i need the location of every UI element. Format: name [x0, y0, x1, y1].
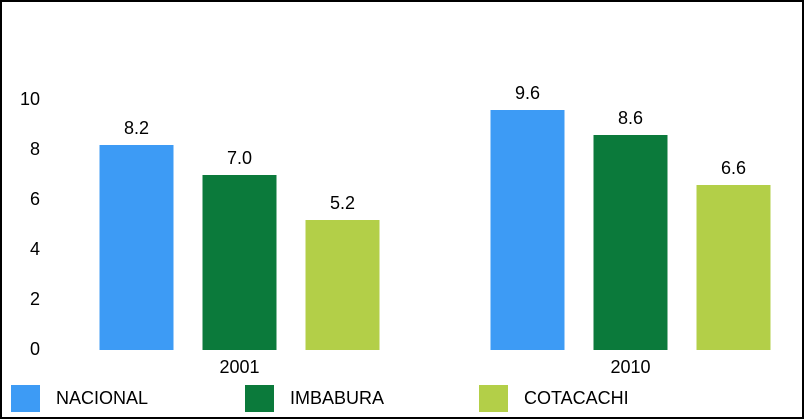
value-label: 8.6 [618, 108, 643, 128]
bar [202, 175, 277, 350]
x-tick-label: 2010 [610, 357, 650, 377]
y-tick-label: 10 [20, 89, 40, 109]
y-tick-label: 0 [30, 339, 40, 359]
bar [490, 110, 565, 350]
bar [593, 135, 668, 350]
x-tick-label: 2001 [219, 357, 259, 377]
value-label: 7.0 [227, 148, 252, 168]
legend-label: COTACACHI [524, 388, 629, 408]
y-tick-label: 2 [30, 289, 40, 309]
value-label: 8.2 [124, 118, 149, 138]
legend-label: NACIONAL [56, 388, 148, 408]
legend-label: IMBABURA [290, 388, 384, 408]
value-label: 6.6 [721, 158, 746, 178]
value-label: 9.6 [515, 83, 540, 103]
legend-swatch [479, 385, 508, 412]
value-label: 5.2 [330, 193, 355, 213]
bar [696, 185, 771, 350]
legend-swatch [245, 385, 274, 412]
y-tick-label: 6 [30, 189, 40, 209]
y-tick-label: 4 [30, 239, 40, 259]
bar [305, 220, 380, 350]
y-tick-label: 8 [30, 139, 40, 159]
bar [99, 145, 174, 350]
legend-swatch [11, 385, 40, 412]
